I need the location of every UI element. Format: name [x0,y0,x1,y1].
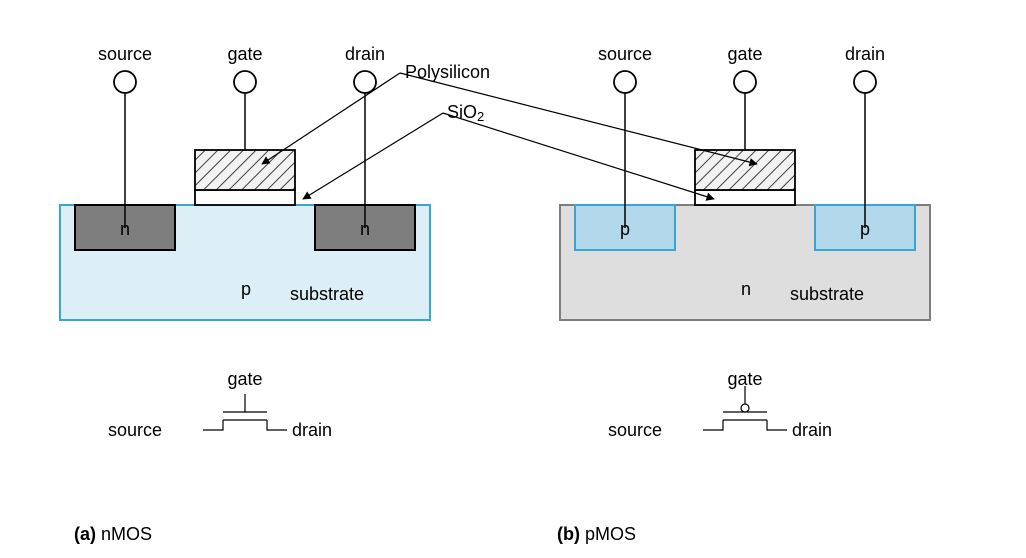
symbol-gate-label: gate [727,369,762,389]
drain-terminal-icon [354,71,376,93]
substrate-word-label: substrate [790,284,864,304]
pmos-symbol: gate source drain [608,369,832,440]
nmos-cross-section: nnsourcegatedrainpsubstrate [60,44,430,320]
mosfet-diagram: nnsourcegatedrainpsubstrategatesourcedra… [0,0,1026,558]
symbol-drain-lead [767,420,787,430]
drain-terminal-icon [854,71,876,93]
symbol-source-label: source [108,420,162,440]
symbol-drain-lead [267,420,287,430]
symbol-source-lead [703,420,723,430]
nmos-symbol: gate source drain [108,369,332,440]
oxide-label: SiO2 [447,102,484,124]
poly-arrow-0 [262,73,400,164]
polysilicon-label: Polysilicon [405,62,490,82]
gate-terminal-icon [734,71,756,93]
substrate-type-label: n [741,279,751,299]
symbol-source-lead [203,420,223,430]
substrate-word-label: substrate [290,284,364,304]
nmos-caption: (a) nMOS [74,524,152,544]
oxide-arrow-1 [443,113,714,199]
polysilicon-gate [695,150,795,190]
source-label: source [598,44,652,64]
gate-label: gate [727,44,762,64]
symbol-drain-label: drain [292,420,332,440]
gate-label: gate [227,44,262,64]
gate-terminal-icon [234,71,256,93]
drain-label: drain [345,44,385,64]
symbol-drain-label: drain [792,420,832,440]
pmos-caption: (b) pMOS [557,524,636,544]
pmos-cross-section: ppsourcegatedrainnsubstrate [560,44,930,320]
substrate-type-label: p [241,279,251,299]
polysilicon-gate [195,150,295,190]
oxide-arrow-0 [303,113,443,199]
symbol-source-label: source [608,420,662,440]
pmos-bubble-icon [741,404,749,412]
source-label: source [98,44,152,64]
source-terminal-icon [114,71,136,93]
source-terminal-icon [614,71,636,93]
drain-label: drain [845,44,885,64]
gate-oxide [195,190,295,205]
symbol-gate-label: gate [227,369,262,389]
